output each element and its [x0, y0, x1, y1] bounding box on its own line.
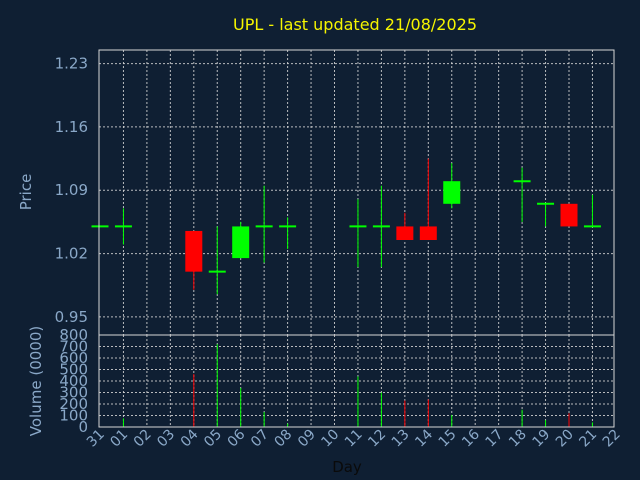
x-tick-label: 07: [248, 427, 272, 451]
x-tick-label: 22: [600, 427, 624, 451]
candle-body: [185, 230, 203, 272]
volume-tick-label: 200: [59, 395, 88, 413]
volume-tick-label: 400: [59, 372, 88, 390]
volume-tick-label: 100: [59, 407, 88, 425]
volume-tick-label: 300: [59, 384, 88, 402]
x-tick-label: 19: [529, 427, 553, 451]
price-panel: 1.23 1.16 1.09 1.02 0.95 Price: [17, 49, 615, 336]
x-tick-label: 03: [154, 427, 178, 451]
x-tick-label: 20: [553, 427, 577, 451]
price-frame: [98, 49, 615, 336]
volume-tick-label: 700: [59, 338, 88, 356]
price-candles: [91, 158, 601, 295]
x-tick-label: 06: [225, 426, 249, 450]
chart-title: UPL - last updated 21/08/2025: [233, 15, 477, 34]
volume-tick-label: 0: [78, 418, 88, 436]
volume-grid: [99, 334, 614, 428]
x-tick-label: 10: [318, 427, 342, 451]
volume-tick-label: 600: [59, 349, 88, 367]
price-tick-label: 1.16: [55, 118, 88, 136]
x-tick-label: 12: [365, 427, 389, 451]
x-tick-label: 13: [389, 427, 413, 451]
x-tick-label: 21: [576, 427, 600, 451]
x-tick-label: 15: [436, 427, 460, 451]
candle-body: [396, 226, 414, 240]
x-tick-label: 09: [295, 427, 319, 451]
x-tick-label: 17: [483, 427, 507, 451]
volume-axis-label: Volume (0000): [27, 326, 45, 436]
x-tick-label: 05: [201, 427, 225, 451]
price-axis-label: Price: [17, 174, 35, 211]
x-tick-label: 11: [342, 427, 366, 451]
volume-tick-label: 500: [59, 361, 88, 379]
x-tick-label: 01: [107, 427, 131, 451]
candle-body: [419, 226, 437, 240]
price-tick-label: 1.23: [55, 55, 88, 73]
candle-body: [232, 226, 250, 259]
price-tick-label: 1.09: [55, 181, 88, 199]
x-axis-label: Day: [332, 458, 362, 476]
x-tick-label: 14: [412, 426, 436, 450]
volume-tick-label: 800: [59, 326, 88, 344]
x-tick-label: 16: [459, 426, 483, 450]
x-tick-label: 04: [178, 426, 202, 450]
x-tick-label: 18: [506, 427, 530, 451]
price-axis-ticks: 1.23 1.16 1.09 1.02 0.95: [55, 55, 88, 326]
x-tick-label: 02: [131, 427, 155, 451]
price-tick-label: 0.95: [55, 308, 88, 326]
candle-body: [560, 203, 578, 227]
price-grid: [99, 50, 614, 335]
volume-frame: [98, 334, 615, 428]
volume-bars: [122, 344, 593, 427]
price-tick-label: 1.02: [55, 245, 88, 263]
x-axis-ticks: 31 01 02 03 04 05 06 07 08 09 10 11 12 13 14 15 16 17 18 19…: [84, 426, 624, 450]
x-tick-label: 08: [272, 427, 296, 451]
candle-body: [443, 181, 461, 204]
